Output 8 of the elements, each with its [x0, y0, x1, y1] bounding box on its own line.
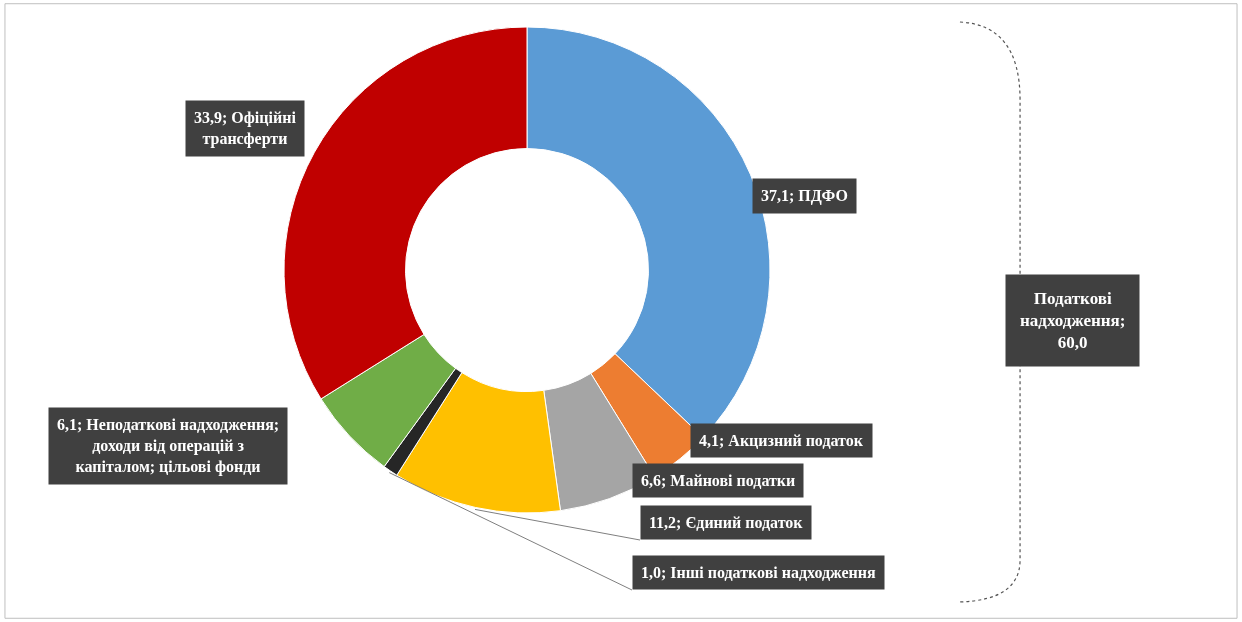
slice-label: 33,9; Офіційні трансферти: [194, 109, 297, 148]
slice-label: 6,1; Неподаткові надходження; доходи від операцій з капіталом; цільові фонди: [57, 416, 280, 476]
slice-label: 4,1; Акцизний податок: [699, 432, 864, 449]
slice-label: 1,0; Інші податкові надходження: [641, 564, 876, 581]
text: Податкові надходження; 60,0: [1020, 289, 1126, 353]
slice-label: 6,6; Майнові податки: [641, 472, 796, 489]
slice-label: 37,1; ПДФО: [761, 187, 848, 205]
slice-label: 11,2; Єдиний податок: [649, 514, 804, 531]
